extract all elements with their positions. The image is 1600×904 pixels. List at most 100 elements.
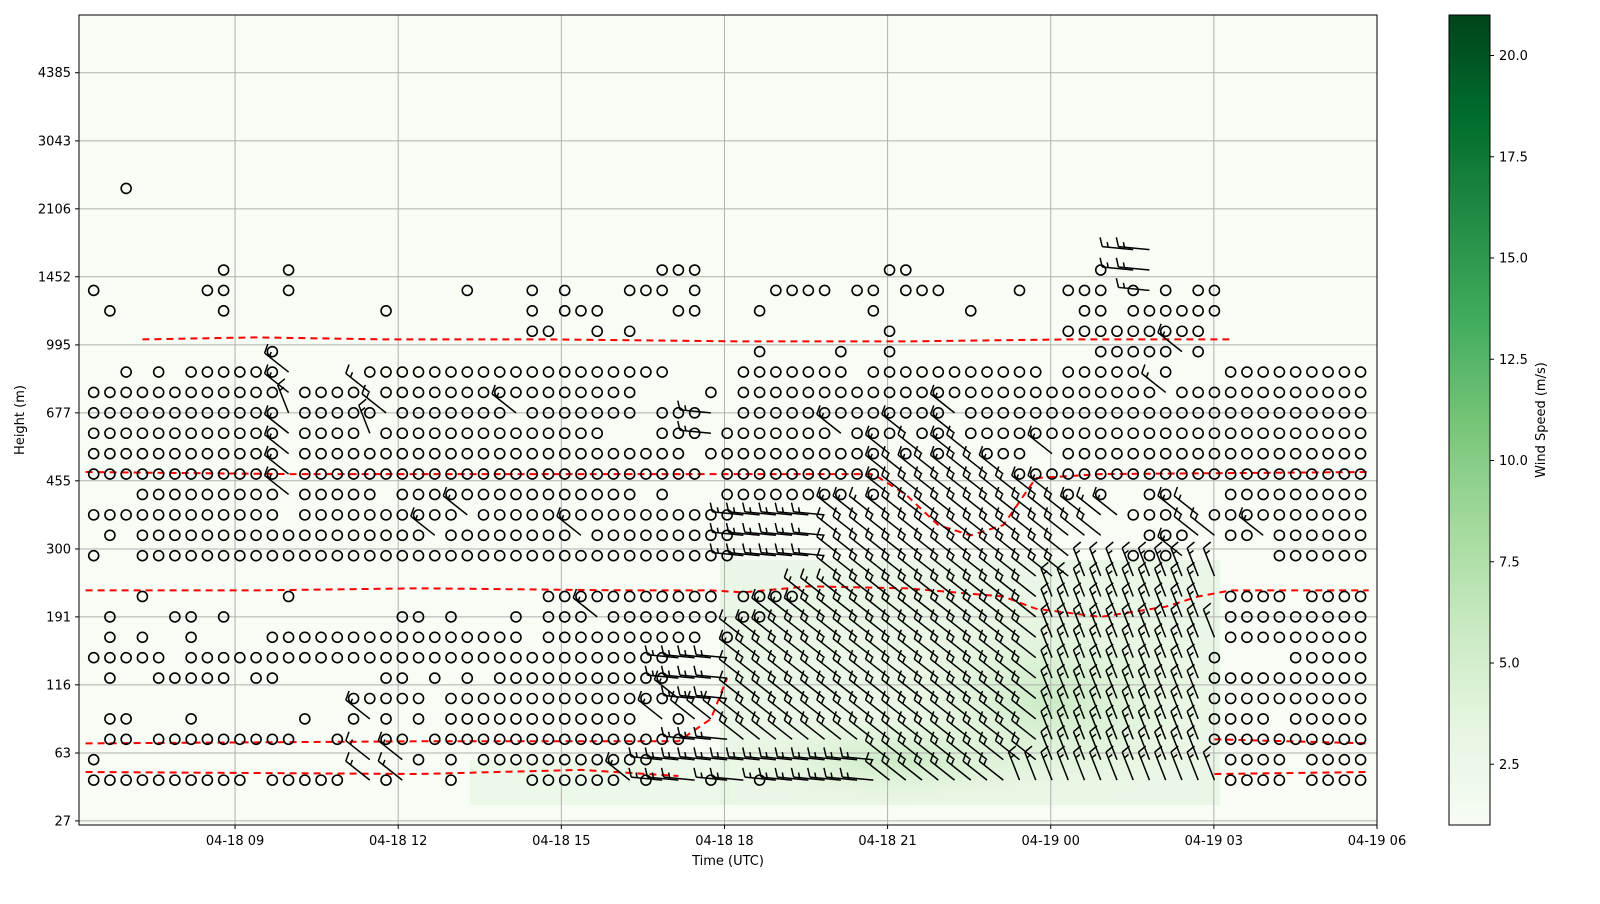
barb-staff: [995, 536, 1020, 557]
barb-staff: [1076, 495, 1102, 516]
barb-staff: [631, 776, 663, 781]
barb-half-tick: [1091, 611, 1097, 616]
barb-staff: [783, 617, 809, 638]
calm-circle: [542, 509, 555, 521]
calm-circle: [493, 631, 506, 644]
barb-staff: [712, 755, 744, 761]
wind-barb: [1105, 541, 1118, 577]
calm-circle: [607, 631, 620, 644]
calm-circle: [445, 447, 457, 460]
calm-circle: [1306, 651, 1318, 664]
calm-circle: [1176, 386, 1188, 399]
calm-circle: [201, 284, 214, 297]
calm-circle: [412, 611, 425, 623]
calm-circle: [883, 325, 896, 338]
barb-full-tick: [491, 384, 496, 395]
calm-circle: [688, 611, 701, 623]
calm-circle: [672, 305, 685, 317]
calm-circle: [851, 447, 863, 460]
wind-barb: [799, 711, 826, 740]
barb-half-tick: [765, 547, 768, 554]
calm-circle: [169, 488, 181, 501]
calm-circle: [542, 713, 555, 725]
barb-full-tick: [962, 466, 967, 476]
barb-half-tick: [869, 596, 873, 602]
barb-half-tick: [934, 759, 938, 766]
calm-circle: [575, 631, 587, 644]
calm-circle: [315, 447, 327, 460]
calm-circle: [786, 447, 798, 460]
calm-circle: [623, 692, 636, 705]
calm-circle: [575, 549, 587, 562]
calm-circle: [1143, 488, 1156, 501]
barb-half-tick: [749, 772, 752, 778]
calm-circle: [445, 468, 457, 480]
calm-circle: [282, 774, 295, 786]
barb-full-tick: [832, 486, 838, 497]
wind-barb: [962, 751, 988, 781]
calm-circle: [1257, 386, 1269, 399]
barb-half-tick: [837, 698, 841, 704]
calm-circle: [1241, 386, 1253, 399]
barb-half-tick: [902, 576, 906, 582]
calm-circle: [867, 386, 880, 399]
calm-circle: [1306, 468, 1318, 480]
barb-full-tick: [832, 609, 838, 619]
barb-half-tick: [869, 718, 873, 725]
barb-half-tick: [1042, 713, 1048, 718]
calm-circle: [1062, 447, 1075, 460]
barb-staff: [816, 719, 842, 740]
calm-circle: [591, 366, 604, 378]
barb-half-tick: [853, 576, 857, 582]
wind-barb: [677, 726, 711, 741]
barb-half-tick: [820, 535, 825, 541]
barb-staff: [1043, 556, 1069, 577]
barb-half-tick: [1075, 590, 1081, 596]
barb-staff: [679, 755, 711, 761]
calm-circle: [640, 631, 652, 644]
calm-circle: [542, 366, 555, 378]
barb-half-tick: [950, 474, 955, 480]
calm-circle: [185, 447, 197, 460]
barb-full-tick: [832, 527, 838, 537]
barb-staff: [848, 678, 874, 700]
calm-circle: [1257, 733, 1269, 746]
barb-staff: [1186, 731, 1199, 760]
barb-half-tick: [723, 616, 727, 623]
calm-circle: [412, 509, 425, 521]
barb-staff: [702, 699, 728, 720]
calm-circle: [867, 468, 880, 480]
barb-half-tick: [739, 698, 743, 704]
calm-circle: [1306, 713, 1318, 725]
barb-staff: [1154, 629, 1167, 658]
calm-circle: [396, 366, 409, 378]
wind-barb: [913, 649, 939, 679]
barb-full-tick: [660, 726, 665, 737]
calm-circle: [299, 713, 311, 725]
barb-staff: [865, 638, 891, 659]
barb-half-tick: [788, 637, 792, 643]
barb-staff: [410, 515, 436, 536]
barb-staff: [1072, 588, 1086, 618]
calm-circle: [136, 631, 149, 644]
calm-circle: [835, 407, 847, 419]
wind-barb: [881, 649, 907, 679]
calm-circle: [656, 672, 668, 684]
calm-circle: [526, 427, 539, 440]
calm-circle: [493, 366, 506, 378]
barb-half-tick: [716, 772, 720, 778]
wind-barb: [913, 466, 939, 496]
calm-circle: [1338, 468, 1351, 480]
barb-half-tick: [788, 616, 792, 623]
barb-half-tick: [837, 596, 841, 602]
barb-half-tick: [1140, 733, 1146, 738]
barb-staff: [962, 760, 988, 781]
barb-staff: [735, 617, 761, 638]
barb-staff: [761, 776, 793, 781]
barb-staff: [1137, 568, 1151, 597]
barb-half-tick: [934, 678, 938, 684]
barb-staff: [995, 699, 1020, 720]
calm-circle: [883, 264, 896, 276]
barb-half-tick: [837, 718, 841, 725]
barb-half-tick: [1172, 631, 1178, 636]
